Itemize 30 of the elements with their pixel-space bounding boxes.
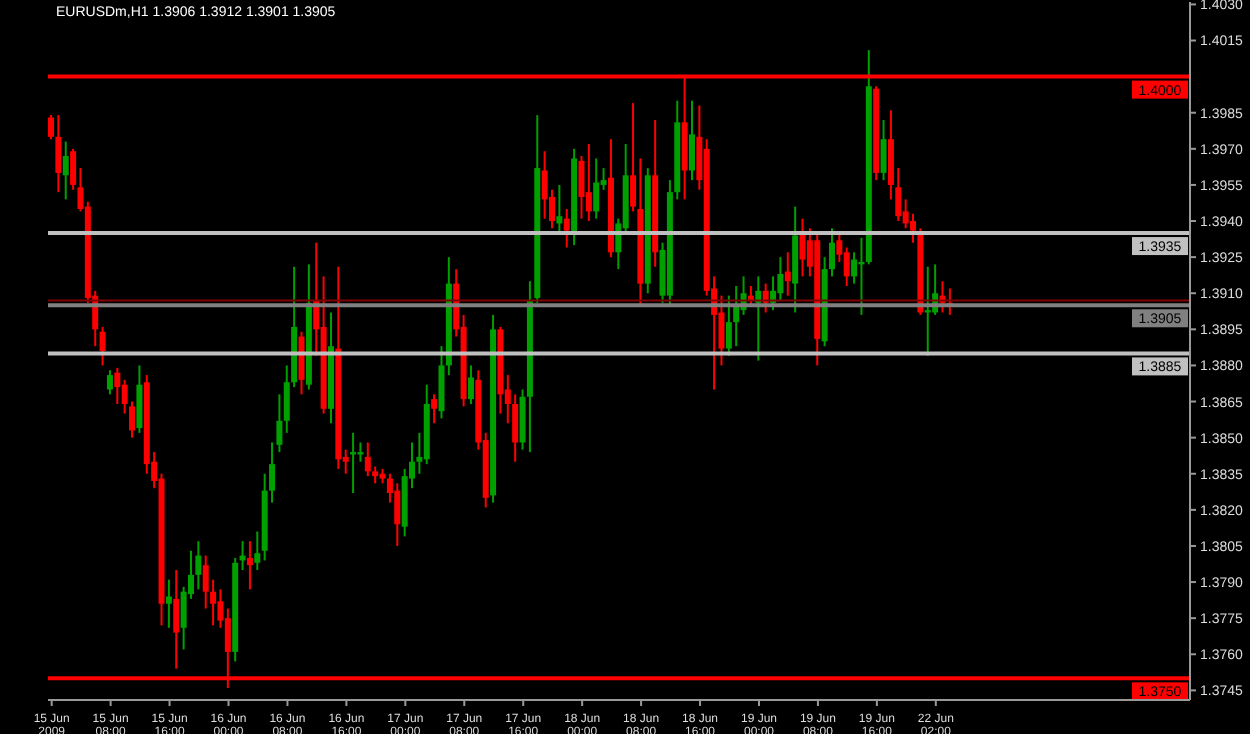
candlestick xyxy=(688,99,695,182)
candlestick xyxy=(114,366,121,405)
candlestick xyxy=(62,140,69,201)
candlestick xyxy=(254,530,261,572)
candlestick xyxy=(880,118,887,182)
candlestick xyxy=(556,183,563,235)
candlestick xyxy=(725,294,732,357)
candlestick xyxy=(593,157,600,220)
candlestick xyxy=(843,246,850,288)
candlestick xyxy=(578,155,585,220)
candlestick xyxy=(438,345,445,420)
candlestick xyxy=(784,251,791,297)
candlestick xyxy=(55,114,62,194)
candlestick xyxy=(298,330,305,396)
candlestick xyxy=(99,325,106,367)
candlestick xyxy=(541,150,548,220)
candlestick xyxy=(777,256,784,302)
candlestick xyxy=(165,578,172,629)
candlestick xyxy=(431,393,438,425)
candlestick xyxy=(799,217,806,278)
candlestick xyxy=(173,569,180,670)
candlestick xyxy=(106,369,113,396)
candlestick xyxy=(563,207,570,249)
candlestick xyxy=(364,441,371,478)
candlestick xyxy=(467,364,474,405)
candlestick xyxy=(394,482,401,547)
candlestick xyxy=(195,540,202,591)
candlestick xyxy=(136,364,143,434)
candlestick xyxy=(585,143,592,223)
candlestick xyxy=(246,540,253,591)
